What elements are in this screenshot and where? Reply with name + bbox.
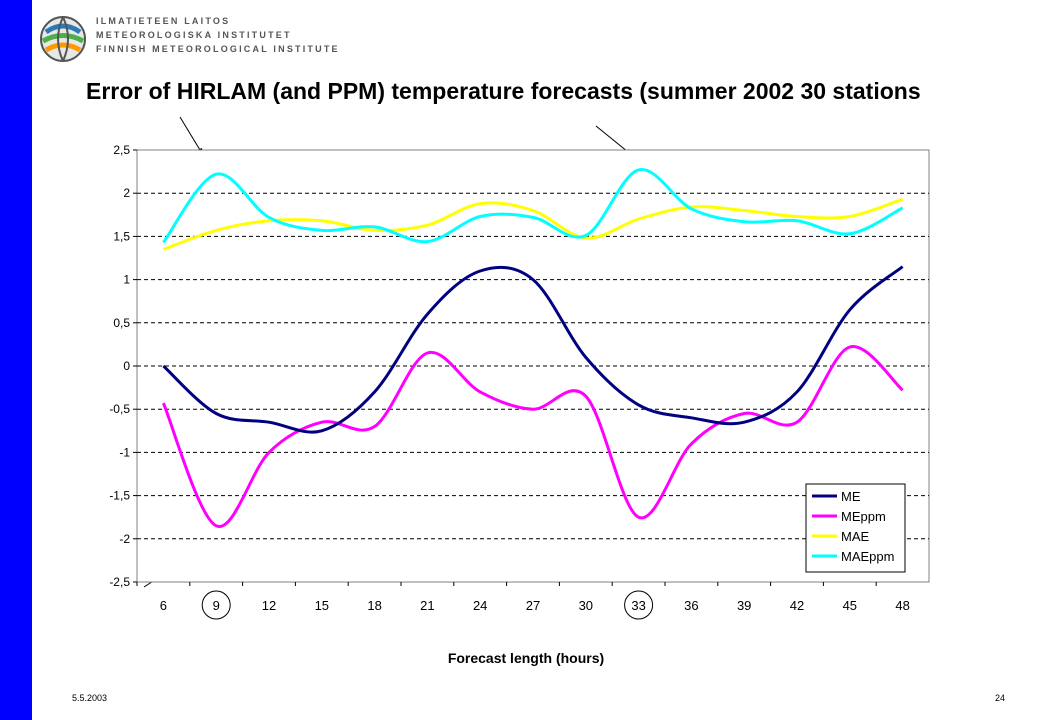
x-tick-label: 12 xyxy=(262,598,276,613)
x-tick-label: 48 xyxy=(895,598,909,613)
series-line-maeppm xyxy=(162,168,904,244)
x-tick-highlight-circle xyxy=(201,590,231,620)
footer-page-number: 24 xyxy=(995,693,1006,703)
logo-text-line-3: FINNISH METEOROLOGICAL INSTITUTE xyxy=(96,44,340,54)
y-tick-label: 2 xyxy=(123,186,130,200)
arrow-upper-left xyxy=(179,116,204,156)
y-tick-label: -1 xyxy=(119,445,130,459)
y-tick-label: 2,5 xyxy=(113,143,130,157)
y-tick-label: 0 xyxy=(123,359,130,373)
left-accent-bar xyxy=(0,0,32,720)
grid-lines xyxy=(137,192,929,540)
x-tick-label: 9 xyxy=(213,598,220,613)
legend-label-meppm: MEppm xyxy=(841,509,886,524)
x-tick-label: 42 xyxy=(790,598,804,613)
footer-date: 5.5.2003 xyxy=(72,693,108,703)
y-tick-label: -2 xyxy=(119,532,130,546)
logo-text-line-2: METEOROLOGISKA INSTITUTET xyxy=(96,30,292,40)
x-tick-label: 24 xyxy=(473,598,487,613)
axis-ticks: 2,5 2 1,5 1 0,5 0 -0,5 -1 -1,5 -2 -2,5 6 9 12 15 18 21 24… xyxy=(109,143,910,620)
x-tick-label: 15 xyxy=(315,598,329,613)
x-tick-label: 21 xyxy=(420,598,434,613)
x-tick-label: 30 xyxy=(579,598,593,613)
institute-logo xyxy=(38,14,88,69)
y-tick-label: 1,5 xyxy=(113,229,130,243)
series-lines xyxy=(162,168,904,528)
x-tick-label: 6 xyxy=(160,598,167,613)
y-tick-label: -0,5 xyxy=(109,402,130,416)
legend: ME MEppm MAE MAEppm xyxy=(805,483,906,573)
y-tick-label: 1 xyxy=(123,273,130,287)
x-tick-label: 36 xyxy=(684,598,698,613)
legend-label-me: ME xyxy=(841,489,861,504)
x-tick-label: 27 xyxy=(526,598,540,613)
series-line-meppm xyxy=(162,345,904,528)
y-tick-label: 0,5 xyxy=(113,316,130,330)
x-tick-label: 39 xyxy=(737,598,751,613)
series-line-mae xyxy=(162,197,904,251)
slide-title: Error of HIRLAM (and PPM) temperature fo… xyxy=(86,78,921,104)
globe-logo-icon xyxy=(40,16,86,62)
y-tick-label: -2,5 xyxy=(109,575,130,589)
legend-label-maeppm: MAEppm xyxy=(841,549,894,564)
x-axis-label: Forecast length (hours) xyxy=(448,650,604,666)
legend-label-mae: MAE xyxy=(841,529,870,544)
x-tick-label: 33 xyxy=(631,598,645,613)
x-tick-highlight-circle xyxy=(624,590,654,620)
logo-text-line-1: ILMATIETEEN LAITOS xyxy=(96,16,231,26)
y-tick-label: -1,5 xyxy=(109,489,130,503)
series-line-me xyxy=(162,265,904,434)
x-tick-label: 18 xyxy=(367,598,381,613)
x-tick-label: 45 xyxy=(843,598,857,613)
